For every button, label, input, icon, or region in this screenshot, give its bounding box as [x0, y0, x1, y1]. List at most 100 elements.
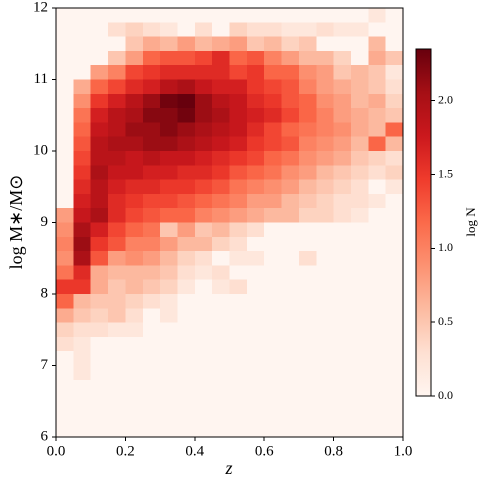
heatmap-cell	[316, 236, 335, 252]
heatmap-cell	[177, 351, 196, 366]
heatmap-cell	[212, 294, 230, 309]
heatmap-cell	[368, 122, 387, 138]
heatmap-cell	[316, 50, 335, 66]
heatmap-cell	[350, 422, 369, 438]
heatmap-cell	[177, 336, 196, 352]
heatmap-cell	[194, 108, 213, 123]
heatmap-cell	[90, 322, 109, 338]
heatmap-cell	[90, 22, 109, 38]
heatmap-cell	[194, 336, 213, 352]
heatmap-cell	[160, 379, 178, 395]
heatmap-cell	[246, 322, 265, 338]
heatmap-cell	[194, 151, 213, 166]
heatmap-cell	[298, 294, 317, 309]
heatmap-cell	[142, 308, 161, 324]
heatmap-cell	[160, 8, 178, 23]
colorbar-tick-label: 0.0	[438, 388, 453, 402]
heatmap-cell	[142, 422, 161, 438]
y-axis-label: log M∗/M⊙	[6, 175, 26, 270]
heatmap-cell	[90, 351, 109, 366]
heatmap-cell	[108, 308, 126, 324]
heatmap-cell	[368, 236, 387, 252]
heatmap-cell	[264, 422, 283, 438]
heatmap-cell	[177, 365, 196, 381]
heatmap-cell	[229, 79, 248, 95]
heatmap-cell	[246, 408, 265, 424]
heatmap-cell	[385, 265, 404, 281]
heatmap-cell	[264, 179, 283, 195]
heatmap-cell	[385, 36, 404, 52]
heatmap-cell	[212, 351, 230, 366]
heatmap-cell	[194, 36, 213, 52]
colorbar-tick-label: 2.0	[438, 92, 453, 106]
heatmap-cell	[73, 322, 92, 338]
heatmap-cell	[160, 265, 178, 281]
heatmap-cell	[281, 50, 300, 66]
heatmap-cell	[333, 394, 352, 409]
heatmap-cell	[212, 151, 230, 166]
heatmap-cell	[229, 93, 248, 109]
heatmap-cell	[298, 379, 317, 395]
heatmap-cell	[212, 93, 230, 109]
heatmap-cell	[142, 208, 161, 223]
heatmap-cell	[298, 122, 317, 138]
heatmap-cell	[56, 322, 74, 338]
heatmap-cell	[229, 36, 248, 52]
heatmap-cell	[177, 308, 196, 324]
heatmap-cell	[177, 108, 196, 123]
heatmap-cell	[73, 365, 92, 381]
heatmap-cell	[333, 251, 352, 266]
heatmap-cell	[73, 36, 92, 52]
heatmap-cell	[90, 365, 109, 381]
heatmap-cell	[281, 65, 300, 80]
heatmap-cell	[298, 422, 317, 438]
heatmap-cell	[229, 151, 248, 166]
heatmap-cell	[212, 179, 230, 195]
heatmap-cell	[108, 8, 126, 23]
heatmap-cell	[246, 93, 265, 109]
heatmap-cell	[142, 165, 161, 181]
heatmap-cell	[264, 351, 283, 366]
heatmap-cell	[281, 251, 300, 266]
heatmap-cell	[212, 65, 230, 80]
heatmap-cell	[385, 336, 404, 352]
heatmap-cell	[108, 336, 126, 352]
heatmap-cell	[298, 193, 317, 209]
heatmap-cell	[177, 408, 196, 424]
heatmap-cell	[281, 22, 300, 38]
heatmap-cell	[333, 108, 352, 123]
heatmap-cell	[333, 379, 352, 395]
heatmap-cell	[177, 22, 196, 38]
heatmap-cell	[246, 351, 265, 366]
heatmap-cell	[125, 8, 144, 23]
heatmap-cell	[56, 236, 74, 252]
heatmap-cell	[333, 308, 352, 324]
heatmap-cell	[350, 165, 369, 181]
heatmap-cell	[194, 208, 213, 223]
heatmap-cell	[385, 193, 404, 209]
heatmap-cell	[56, 422, 74, 438]
heatmap-cell	[160, 294, 178, 309]
heatmap-cell	[160, 65, 178, 80]
heatmap-cell	[229, 408, 248, 424]
heatmap-cell	[90, 193, 109, 209]
heatmap-cell	[333, 365, 352, 381]
heatmap-cell	[160, 336, 178, 352]
heatmap-cell	[177, 8, 196, 23]
heatmap-cell	[246, 336, 265, 352]
heatmap-cell	[160, 322, 178, 338]
heatmap-cell	[90, 8, 109, 23]
heatmap-cell	[298, 165, 317, 181]
heatmap-cell	[385, 308, 404, 324]
heatmap-cell	[142, 336, 161, 352]
heatmap-cell	[212, 365, 230, 381]
heatmap-cell	[333, 93, 352, 109]
y-tick-label: 9	[41, 214, 49, 230]
heatmap-cell	[368, 279, 387, 295]
heatmap-cell	[333, 279, 352, 295]
heatmap-cell	[264, 322, 283, 338]
heatmap-cell	[385, 165, 404, 181]
heatmap-cell	[56, 265, 74, 281]
x-tick-label: 0.0	[47, 443, 66, 459]
heatmap-cell	[194, 22, 213, 38]
